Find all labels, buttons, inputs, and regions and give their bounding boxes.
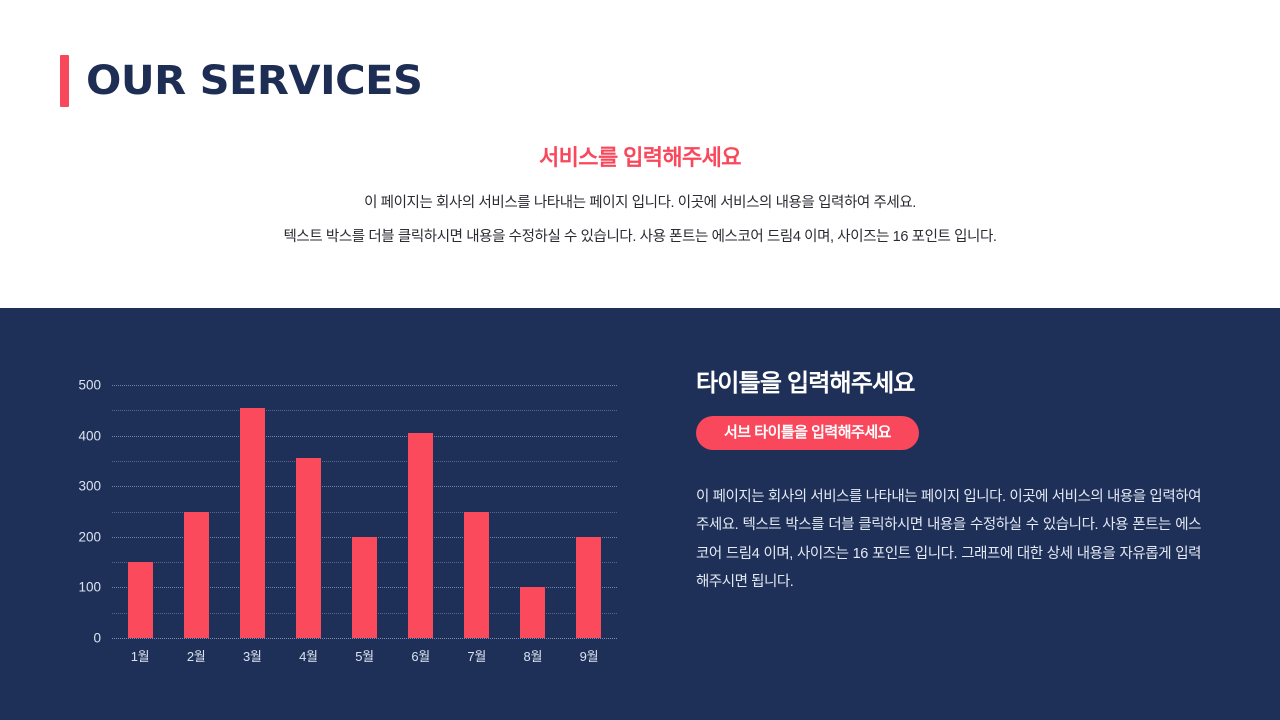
chart-bar xyxy=(520,587,546,638)
x-axis-tick-label: 1월 xyxy=(130,649,150,664)
x-axis-tick-label: 9월 xyxy=(579,649,599,664)
gridline xyxy=(112,486,617,488)
chart-bars xyxy=(112,385,617,638)
chart-plot-area: 0 100 200 300 400 500 1월 2월 3월 4월 5월 6월 7월 8월 9월 xyxy=(78,378,617,664)
x-axis-tick-label: 8월 xyxy=(523,649,543,664)
y-axis-tick-label: 0 xyxy=(93,630,101,646)
chart-bar xyxy=(183,511,209,638)
x-axis-tick-label: 6월 xyxy=(411,649,430,664)
gridline xyxy=(112,385,617,386)
y-axis-tick-label: 100 xyxy=(78,579,101,595)
chart-bar xyxy=(408,433,434,638)
y-axis-tick-label: 400 xyxy=(78,428,101,444)
panel-title: 타이틀을 입력해주세요 xyxy=(696,370,915,397)
intro-line-2: 텍스트 박스를 더블 클릭하시면 내용을 수정하실 수 있습니다. 사용 폰트는… xyxy=(283,229,997,246)
x-axis-tick-label: 3월 xyxy=(242,649,262,664)
x-axis-tick-label: 4월 xyxy=(299,649,318,664)
chart-bar xyxy=(464,511,490,638)
panel-body-text: 이 페이지는 회사의 서비스를 나타내는 페이지 입니다. 이곳에 서비스의 내… xyxy=(696,489,1201,590)
page-title-group: OUR SERVICES xyxy=(60,55,423,107)
chart-bar xyxy=(352,536,377,638)
x-axis-tick-label: 5월 xyxy=(355,649,374,664)
gridline xyxy=(112,435,617,437)
right-text-panel: 타이틀을 입력해주세요 서브 타이틀을 입력해주세요 이 페이지는 회사의 서비… xyxy=(696,370,1208,596)
y-axis-tick-label: 300 xyxy=(78,478,101,494)
intro-block: 서비스를 입력해주세요 이 페이지는 회사의 서비스를 나타내는 페이지 입니다… xyxy=(0,144,1280,245)
page-title: OUR SERVICES xyxy=(86,58,423,104)
gridline xyxy=(112,511,617,513)
top-section: OUR SERVICES 서비스를 입력해주세요 이 페이지는 회사의 서비스를… xyxy=(0,0,1280,308)
intro-line-1: 이 페이지는 회사의 서비스를 나타내는 페이지 입니다. 이곳에 서비스의 내… xyxy=(364,194,916,211)
bottom-section: 0 100 200 300 400 500 1월 2월 3월 4월 5월 6월 7월 8월 9월 타이틀을… xyxy=(0,308,1280,720)
panel-subtitle-badge: 서브 타이틀을 입력해주세요 xyxy=(696,415,919,451)
intro-heading: 서비스를 입력해주세요 xyxy=(539,145,742,170)
y-axis-tick-label: 200 xyxy=(78,529,101,545)
chart-bar xyxy=(127,562,153,638)
bar-chart: 0 100 200 300 400 500 1월 2월 3월 4월 5월 6월 7월 8월 9월 xyxy=(70,370,630,700)
title-accent-bar xyxy=(60,55,69,107)
chart-bar xyxy=(576,536,602,638)
gridline xyxy=(112,460,617,462)
x-axis-tick-label: 2월 xyxy=(186,649,206,664)
x-axis-tick-label: 7월 xyxy=(467,649,487,664)
chart-bar xyxy=(295,458,321,638)
chart-bar xyxy=(239,407,265,638)
gridline xyxy=(112,410,617,412)
gridline xyxy=(112,638,617,639)
y-axis-tick-label: 500 xyxy=(78,377,101,393)
